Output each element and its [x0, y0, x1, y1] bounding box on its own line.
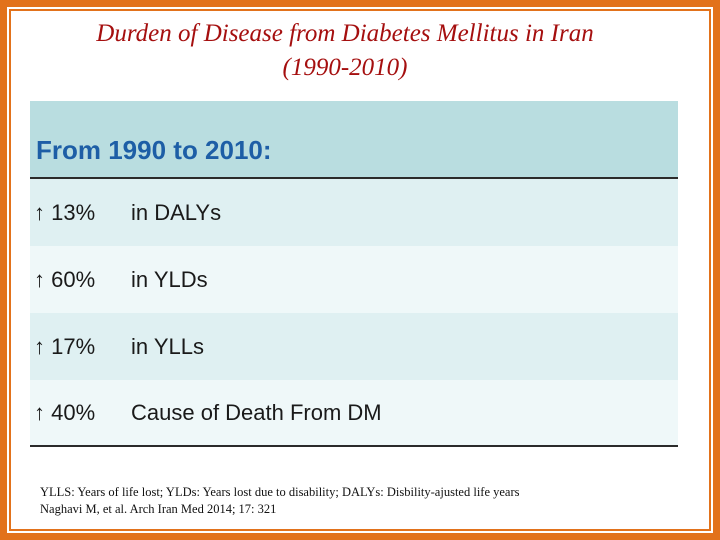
- citation: Naghavi M, et al. Arch Iran Med 2014; 17…: [40, 502, 277, 516]
- table-header-text: From 1990 to 2010:: [36, 135, 272, 165]
- footnote: YLLS: Years of life lost; YLDs: Years lo…: [40, 484, 520, 518]
- row-label: in DALYs: [131, 199, 222, 225]
- row-label: Cause of Death From DM: [131, 399, 382, 425]
- change-value: ↑ 17%: [30, 334, 131, 360]
- change-value: ↑ 60%: [30, 267, 131, 293]
- up-arrow-icon: ↑: [34, 199, 45, 225]
- up-arrow-icon: ↑: [34, 399, 45, 425]
- summary-table: From 1990 to 2010: ↑ 13% in DALYs ↑ 60% …: [30, 101, 678, 447]
- change-value: ↑ 13%: [30, 200, 131, 226]
- change-value: ↑ 40%: [30, 400, 131, 426]
- slide-title: Durden of Disease from Diabetes Mellitus…: [20, 17, 670, 85]
- up-arrow-icon: ↑: [34, 266, 45, 292]
- slide-title-line-1: Durden of Disease from Diabetes Mellitus…: [96, 20, 594, 47]
- row-label: in YLDs: [131, 266, 208, 292]
- table-row-cause-of-death: ↑ 40% Cause of Death From DM: [30, 380, 678, 447]
- table-row-dalys: ↑ 13% in DALYs: [30, 179, 678, 246]
- slide-inner-border: [9, 9, 711, 531]
- table-row-ylls: ↑ 17% in YLLs: [30, 313, 678, 380]
- percent-value: 40%: [51, 399, 96, 425]
- row-label: in YLLs: [131, 333, 204, 359]
- up-arrow-icon: ↑: [34, 333, 45, 359]
- percent-value: 13%: [51, 199, 96, 225]
- abbreviations-note: YLLS: Years of life lost; YLDs: Years lo…: [40, 485, 520, 499]
- percent-value: 60%: [51, 266, 96, 292]
- percent-value: 17%: [51, 333, 96, 359]
- table-header: From 1990 to 2010:: [30, 101, 678, 179]
- slide-title-line-2: (1990-2010): [282, 54, 408, 81]
- table-row-ylds: ↑ 60% in YLDs: [30, 246, 678, 313]
